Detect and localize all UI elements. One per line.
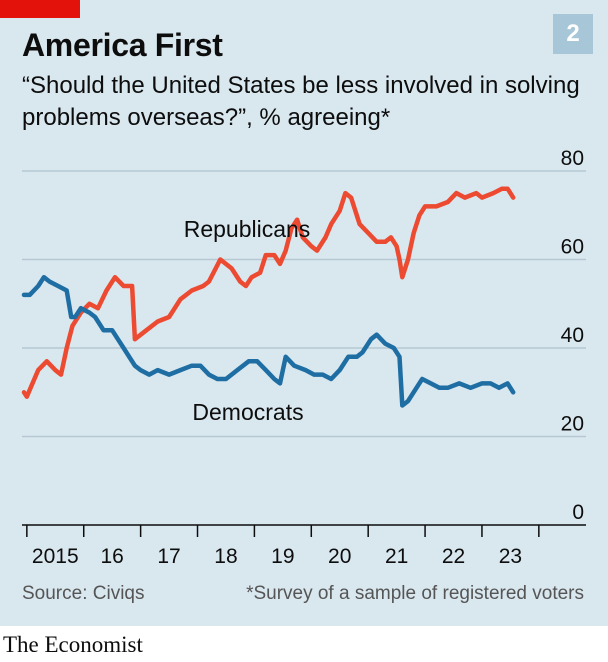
- x-tick-label: 22: [442, 545, 465, 568]
- x-tick-label: 18: [214, 545, 237, 568]
- y-tick-label: 80: [561, 150, 584, 170]
- brand-accent-tab: [0, 0, 80, 18]
- x-tick-label: 16: [100, 545, 123, 568]
- x-tick-label: 21: [385, 545, 408, 568]
- publisher-logo: The Economist: [3, 632, 143, 657]
- footnote: *Survey of a sample of registered voters: [246, 583, 584, 604]
- series-label-democrats: Democrats: [192, 399, 303, 425]
- y-tick-label: 20: [561, 413, 584, 436]
- series-line-republicans: [21, 186, 516, 399]
- x-tick-label: 17: [157, 545, 180, 568]
- series-line-democrats: [21, 274, 516, 408]
- y-tick-label: 0: [572, 501, 584, 524]
- chart-subtitle: “Should the United States be less involv…: [22, 72, 580, 131]
- chart-panel: [0, 0, 608, 626]
- source-note: Source: Civiqs: [22, 583, 145, 604]
- chart-number-badge: 2: [553, 14, 593, 54]
- y-tick-label: 40: [561, 324, 584, 347]
- x-tick-label: 23: [499, 545, 522, 568]
- y-tick-label: 60: [561, 236, 584, 259]
- x-tick-label: 19: [271, 545, 294, 568]
- series-label-republicans: Republicans: [184, 216, 311, 242]
- chart-title: America First: [22, 27, 223, 63]
- line-chart: 0 20 40 60 80 2015 16 17 18 19 20 21 22 23 Republicans…: [21, 150, 586, 568]
- x-tick-label: 2015: [32, 545, 79, 568]
- x-tick-label: 20: [328, 545, 351, 568]
